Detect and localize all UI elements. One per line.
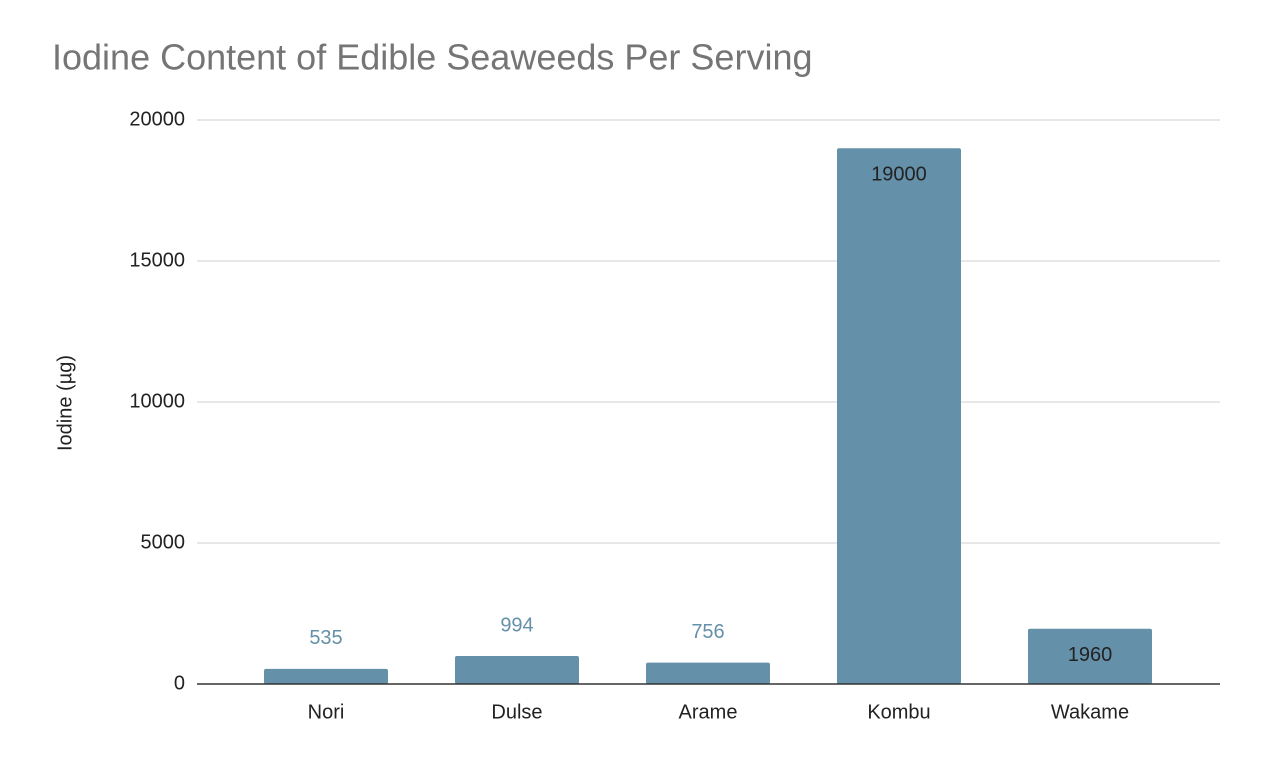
x-tick-label: Kombu xyxy=(867,701,930,723)
y-tick-label: 15000 xyxy=(129,249,185,271)
x-tick-label: Arame xyxy=(679,701,738,723)
y-tick-label: 10000 xyxy=(129,390,185,412)
data-label: 1960 xyxy=(1068,644,1113,666)
bar xyxy=(646,662,770,684)
y-tick-label: 5000 xyxy=(141,531,186,553)
y-axis-label: Iodine (µg) xyxy=(54,355,76,451)
data-label: 535 xyxy=(309,627,342,649)
chart-title: Iodine Content of Edible Seaweeds Per Se… xyxy=(52,37,812,78)
data-label: 994 xyxy=(500,614,533,636)
bar xyxy=(837,148,961,684)
data-label: 756 xyxy=(691,621,724,643)
bar xyxy=(1028,628,1152,684)
x-tick-label: Dulse xyxy=(491,701,542,723)
x-tick-label: Nori xyxy=(308,701,345,723)
y-tick-label: 0 xyxy=(174,672,185,694)
x-tick-label: Wakame xyxy=(1051,701,1129,723)
bar xyxy=(455,655,579,684)
bar xyxy=(264,668,388,684)
y-tick-label: 20000 xyxy=(129,108,185,130)
data-label: 19000 xyxy=(871,163,927,185)
